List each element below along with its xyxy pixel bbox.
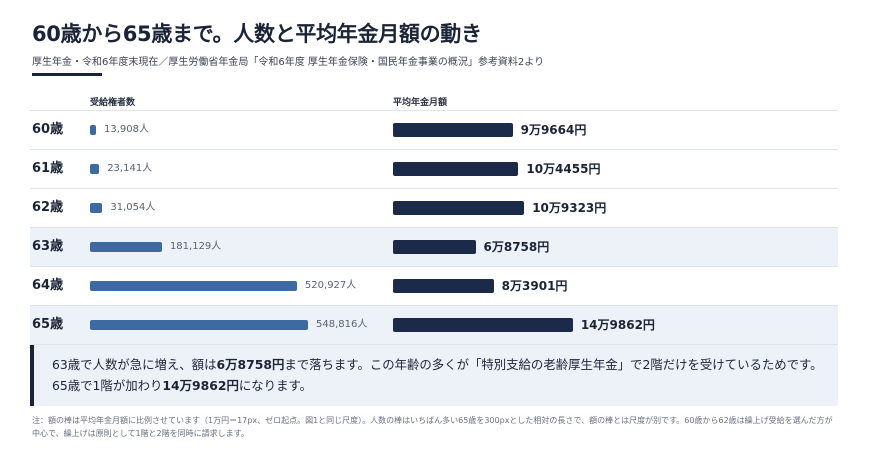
count-bar	[90, 164, 100, 174]
age-label: 65歳	[32, 317, 64, 332]
count-bar	[90, 242, 162, 252]
amount-bar	[393, 279, 494, 293]
title-underline	[32, 73, 102, 76]
amount-bar	[393, 318, 573, 332]
table-row: 61歳 23,141人 10万4455円	[30, 149, 838, 188]
count-value: 548,816人	[316, 319, 368, 330]
column-header-count: 受給権者数	[90, 98, 136, 108]
callout-text: 63歳で人数が急に増え、額は6万8758円まで落ちます。この年齢の多くが「特別支…	[52, 357, 823, 393]
source-subtitle: 厚生年金・令和6年度末現在／厚生労働省年金局「令和6年度 厚生年金保険・国民年金…	[32, 57, 545, 68]
amount-value: 10万4455円	[526, 162, 601, 176]
age-label: 61歳	[32, 161, 64, 176]
table-row: 65歳 548,816人 14万9862円	[30, 305, 838, 345]
amount-value: 14万9862円	[580, 318, 655, 332]
amount-value: 9万9664円	[520, 123, 587, 137]
amount-bar	[393, 162, 519, 176]
explanation-callout: 63歳で人数が急に増え、額は6万8758円まで落ちます。この年齢の多くが「特別支…	[30, 345, 838, 406]
age-label: 62歳	[32, 200, 64, 215]
age-label: 63歳	[32, 239, 64, 254]
count-value: 13,908人	[104, 124, 149, 135]
callout-highlight-amount-63: 6万8758円	[216, 357, 285, 372]
count-value: 23,141人	[107, 163, 153, 174]
count-bar	[90, 320, 308, 330]
column-header-amount: 平均年金月額	[393, 98, 448, 108]
age-label: 64歳	[32, 278, 64, 293]
amount-bar	[393, 201, 525, 215]
count-bar	[90, 203, 103, 213]
amount-bar	[393, 240, 476, 254]
footnote: 注：額の棒は平均年金月額に比例させています（1万円＝17px、ゼロ起点。図1と同…	[32, 416, 833, 438]
page-title: 60歳から65歳まで。人数と平均年金月額の動き	[32, 22, 482, 46]
count-value: 520,927人	[304, 280, 357, 291]
amount-bar	[393, 123, 513, 137]
count-bar	[90, 281, 297, 291]
count-bar	[90, 125, 96, 135]
count-value: 31,054人	[110, 202, 156, 213]
table-row: 64歳 520,927人 8万3901円	[30, 266, 838, 305]
amount-value: 10万9323円	[532, 201, 607, 215]
table-row: 63歳 181,129人 6万8758円	[30, 227, 838, 266]
chart-rows: 60歳 13,908人 9万9664円 61歳 23,141人 10万4455円 62歳 31…	[30, 110, 838, 345]
count-value: 181,129人	[169, 241, 222, 252]
age-label: 60歳	[32, 122, 64, 137]
amount-value: 6万8758円	[483, 240, 550, 254]
callout-highlight-amount-65: 14万9862円	[162, 378, 239, 393]
amount-value: 8万3901円	[501, 279, 568, 293]
table-row: 62歳 31,054人 10万9323円	[30, 188, 838, 227]
table-row: 60歳 13,908人 9万9664円	[30, 110, 838, 149]
